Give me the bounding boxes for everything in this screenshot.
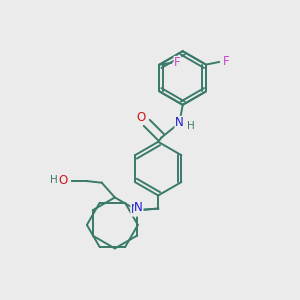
Text: F: F [223, 56, 229, 68]
Text: N: N [131, 203, 140, 216]
Text: O: O [136, 111, 146, 124]
Text: N: N [134, 201, 143, 214]
Text: H: H [187, 121, 195, 131]
Text: F: F [174, 56, 181, 70]
Text: N: N [175, 116, 184, 129]
Text: H: H [50, 175, 58, 185]
Text: O: O [59, 174, 68, 187]
